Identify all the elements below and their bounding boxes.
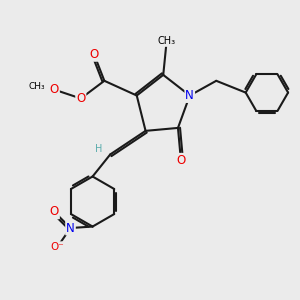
Text: O: O [50,205,59,218]
Text: O: O [50,83,59,96]
Text: CH₃: CH₃ [157,36,175,46]
Text: N: N [66,221,75,235]
Text: CH₃: CH₃ [28,82,45,91]
Text: O: O [89,48,99,61]
Text: N: N [185,89,194,102]
Text: O⁻: O⁻ [50,242,64,252]
Text: O: O [176,154,185,167]
Text: H: H [95,143,102,154]
Text: O: O [76,92,86,105]
